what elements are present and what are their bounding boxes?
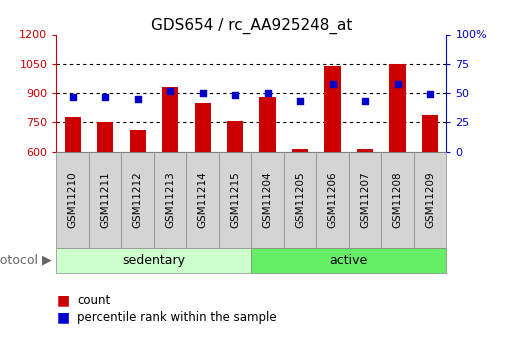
Point bbox=[199, 90, 207, 96]
Point bbox=[426, 91, 434, 97]
Text: GSM11211: GSM11211 bbox=[100, 172, 110, 228]
Text: GSM11214: GSM11214 bbox=[198, 172, 208, 228]
Bar bbox=[162, 87, 179, 152]
Bar bbox=[260, 97, 275, 152]
Point bbox=[101, 94, 109, 99]
Text: GSM11210: GSM11210 bbox=[68, 172, 77, 228]
Text: ■: ■ bbox=[56, 293, 70, 307]
Bar bbox=[324, 66, 341, 152]
Text: GSM11206: GSM11206 bbox=[328, 172, 338, 228]
Text: percentile rank within the sample: percentile rank within the sample bbox=[77, 311, 277, 324]
Text: GSM11205: GSM11205 bbox=[295, 172, 305, 228]
Text: active: active bbox=[330, 254, 368, 267]
Bar bbox=[65, 117, 81, 152]
Bar bbox=[357, 149, 373, 152]
Text: GSM11207: GSM11207 bbox=[360, 172, 370, 228]
Text: ■: ■ bbox=[56, 310, 70, 324]
Text: GSM11204: GSM11204 bbox=[263, 172, 272, 228]
Point bbox=[69, 94, 77, 99]
Text: GSM11208: GSM11208 bbox=[392, 172, 403, 228]
Point bbox=[166, 88, 174, 93]
Text: GSM11213: GSM11213 bbox=[165, 172, 175, 228]
Bar bbox=[97, 122, 113, 152]
Point bbox=[393, 81, 402, 87]
Title: GDS654 / rc_AA925248_at: GDS654 / rc_AA925248_at bbox=[151, 18, 352, 34]
Bar bbox=[389, 64, 406, 152]
Bar bbox=[129, 130, 146, 152]
Point bbox=[133, 96, 142, 102]
Point bbox=[264, 90, 272, 96]
Point bbox=[328, 81, 337, 87]
Text: GSM11215: GSM11215 bbox=[230, 172, 240, 228]
Point bbox=[231, 93, 239, 98]
Point bbox=[296, 99, 304, 104]
Bar bbox=[227, 120, 243, 152]
Bar bbox=[194, 103, 211, 152]
Text: protocol ▶: protocol ▶ bbox=[0, 254, 51, 267]
Text: GSM11212: GSM11212 bbox=[133, 172, 143, 228]
Bar bbox=[422, 115, 438, 152]
Point bbox=[361, 99, 369, 104]
Text: count: count bbox=[77, 294, 110, 307]
Text: GSM11209: GSM11209 bbox=[425, 172, 435, 228]
Text: sedentary: sedentary bbox=[123, 254, 185, 267]
Bar bbox=[292, 149, 308, 152]
